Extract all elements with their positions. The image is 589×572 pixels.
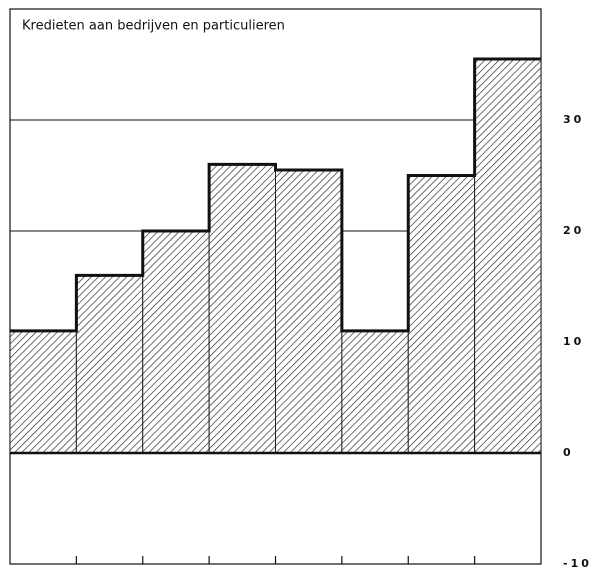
bar bbox=[474, 58, 542, 454]
y-tick-label: 20 bbox=[563, 224, 584, 237]
y-tick-label: 10 bbox=[563, 335, 584, 348]
bar bbox=[341, 330, 409, 454]
y-tick-label: 0 bbox=[563, 446, 574, 459]
step-outline bbox=[10, 57, 541, 333]
y-tick-label: -10 bbox=[563, 557, 589, 570]
bar bbox=[142, 230, 210, 454]
bar bbox=[275, 169, 343, 454]
chart-title: Kredieten aan bedrijven en particulieren bbox=[22, 19, 285, 34]
bar bbox=[208, 163, 276, 454]
bar bbox=[407, 175, 476, 454]
bar bbox=[75, 274, 144, 454]
y-tick-label: 30 bbox=[563, 113, 584, 126]
bar bbox=[9, 330, 77, 454]
